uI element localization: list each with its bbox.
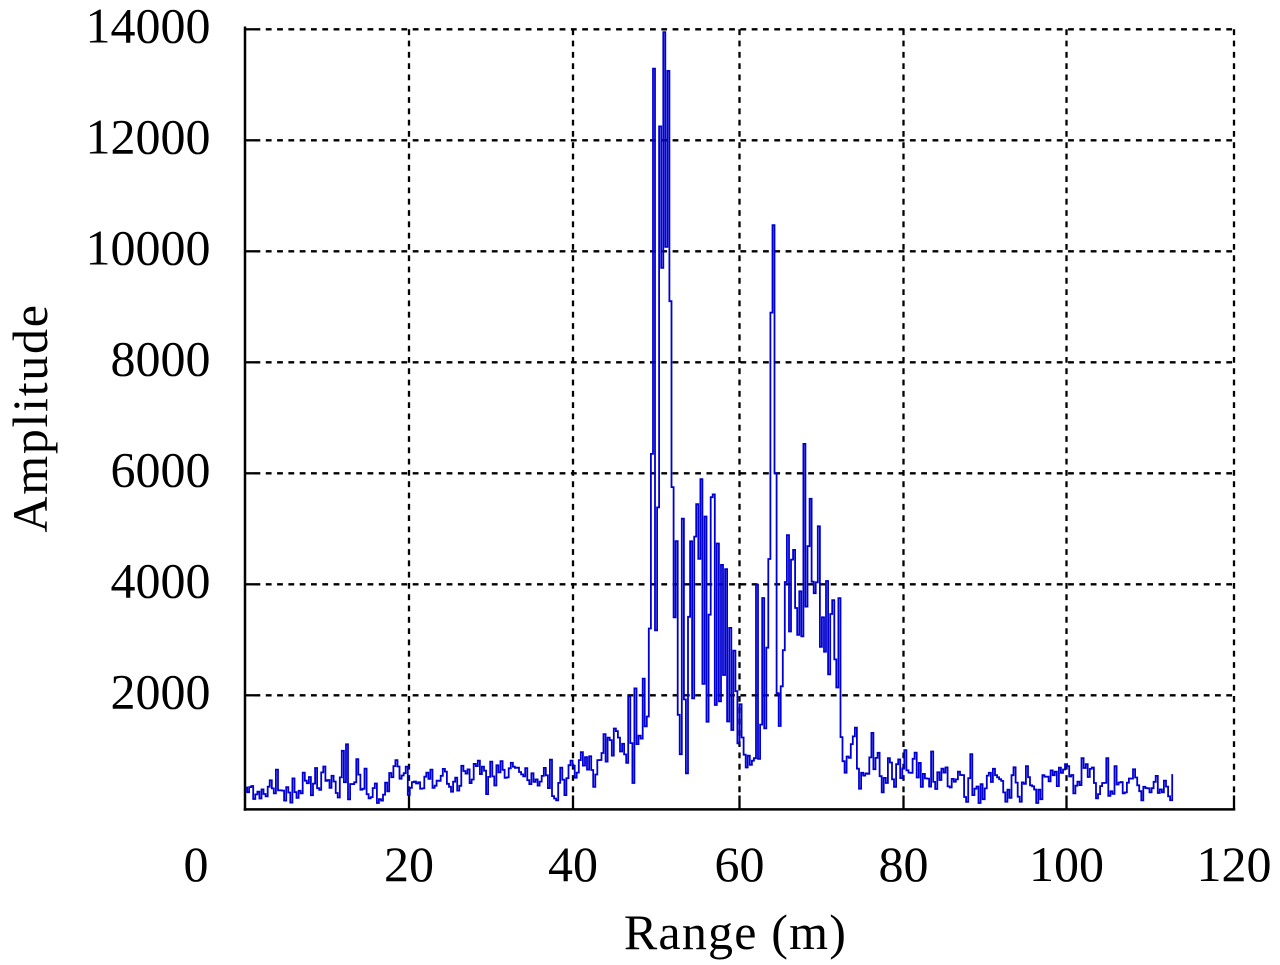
svg-text:2000: 2000 [111, 663, 211, 719]
svg-text:Amplitude: Amplitude [2, 303, 58, 532]
svg-text:8000: 8000 [111, 330, 211, 386]
svg-text:4000: 4000 [111, 552, 211, 608]
svg-text:100: 100 [1029, 836, 1104, 892]
svg-text:120: 120 [1197, 836, 1272, 892]
svg-text:60: 60 [715, 836, 765, 892]
svg-text:40: 40 [548, 836, 598, 892]
svg-text:10000: 10000 [86, 219, 211, 275]
svg-text:6000: 6000 [111, 441, 211, 497]
svg-text:20: 20 [384, 836, 434, 892]
svg-text:14000: 14000 [86, 0, 211, 53]
svg-text:12000: 12000 [86, 108, 211, 164]
svg-text:80: 80 [879, 836, 929, 892]
svg-text:0: 0 [184, 836, 209, 892]
svg-text:Range (m): Range (m) [624, 904, 847, 960]
